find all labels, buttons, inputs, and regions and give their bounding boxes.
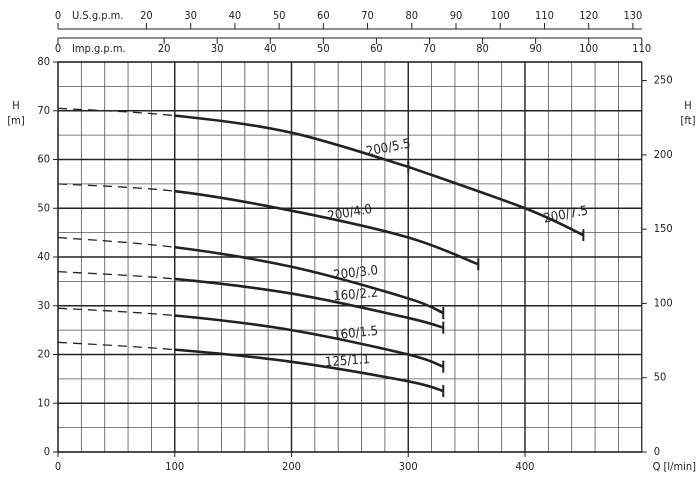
curve-dashed	[57, 183, 175, 192]
top-axis-tick-label: 0	[55, 9, 61, 22]
curve	[174, 348, 444, 393]
curve-label: 200/3.0	[333, 263, 379, 283]
top-axis-tick-label: 30	[211, 42, 224, 55]
y2-axis-label: H [ft]	[681, 99, 696, 127]
top-axis-tick-label: 90	[529, 42, 542, 55]
curve	[174, 189, 479, 266]
top-axis-tick-label: 100	[579, 42, 598, 55]
y2-tick-label: 100	[654, 296, 673, 309]
y2-axis-label-line: H	[684, 99, 691, 112]
top-axis-tick-label: 50	[317, 42, 330, 55]
top-axis-tick-label: 110	[632, 42, 651, 55]
y2-tick-label: 200	[654, 148, 673, 161]
y-tick-label: 0	[44, 445, 50, 458]
top-axis-tick-label: 30	[184, 9, 197, 22]
y-tick-label: 80	[37, 55, 50, 68]
y-tick-label: 40	[37, 250, 50, 263]
top-axis-tick-label: 70	[361, 9, 374, 22]
top-axis-tick-label: 110	[535, 9, 554, 22]
curve	[174, 314, 444, 368]
y-tick-label: 20	[37, 348, 50, 361]
top-axis-tick-label: 80	[405, 9, 418, 22]
y-axis-label-line: H	[12, 99, 19, 112]
y2-tick-label: 150	[654, 222, 673, 235]
top-axis-tick-label: 100	[491, 9, 510, 22]
curve	[174, 277, 444, 329]
y-tick-label: 50	[37, 201, 50, 214]
curve	[174, 114, 409, 169]
curve-label: 125/1.1	[325, 352, 371, 370]
y-tick-label: 60	[37, 153, 50, 166]
top-axis-tick-label: 0	[55, 42, 61, 55]
curve-label: 200/4.0	[326, 202, 373, 225]
curve-dashed	[57, 307, 175, 317]
top-axis-tick-label: 40	[264, 42, 277, 55]
y-axis-label-line: [m]	[7, 114, 25, 127]
y-tick-label: 10	[37, 396, 50, 409]
x-tick-label: 300	[399, 460, 418, 473]
curve-dashed	[57, 107, 175, 117]
top-axis-tick-label: 20	[158, 42, 171, 55]
y2-tick-label: 50	[654, 371, 667, 384]
curve	[174, 245, 444, 315]
y-axis-label: H [m]	[7, 99, 25, 127]
x-tick-label: 400	[516, 460, 535, 473]
curve-label: 200/5.5	[365, 136, 412, 159]
y-tick-label: 70	[37, 104, 50, 117]
top-axis-tick-label: 60	[317, 9, 330, 22]
curve-dashed	[57, 236, 175, 248]
curve-dashed	[57, 270, 175, 280]
top-axis-tick-label: 60	[370, 42, 383, 55]
top-axis-tick-label: 130	[623, 9, 642, 22]
top-axis-tick-label: 80	[476, 42, 489, 55]
top-axis-tick-label: 20	[140, 9, 153, 22]
x-tick-label: 100	[165, 460, 184, 473]
top-axis-tick-label: 120	[579, 9, 598, 22]
y2-tick-label: 0	[654, 445, 660, 458]
curve-label: 200/7.5	[542, 203, 589, 226]
top-axis-tick-label: 50	[273, 9, 286, 22]
curve-label: 160/1.5	[333, 324, 379, 344]
top-axis-tick-label: 90	[450, 9, 463, 22]
y-tick-label: 30	[37, 299, 50, 312]
top-axis-tick-label: 40	[229, 9, 242, 22]
x-tick-label: 200	[282, 460, 301, 473]
x-tick-label: 0	[55, 460, 61, 473]
y2-tick-label: 250	[654, 74, 673, 87]
curve-label: 160/2.2	[333, 286, 379, 305]
top-axis-tick-label: 70	[423, 42, 436, 55]
curve	[407, 165, 584, 237]
y2-axis-label-line: [ft]	[681, 114, 696, 127]
x-axis-label: Q [l/min]	[653, 460, 697, 473]
top-axis-label: U.S.g.p.m.	[72, 9, 123, 22]
curve-dashed	[57, 341, 175, 351]
top-axis-label: Imp.g.p.m.	[72, 42, 126, 55]
